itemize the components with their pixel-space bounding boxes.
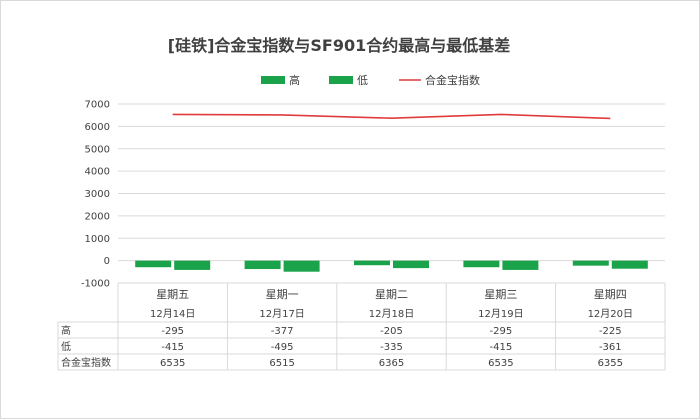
bar-high	[135, 261, 171, 268]
x-date-label: 12月19日	[478, 308, 523, 320]
y-tick-label: 5000	[85, 144, 110, 155]
y-tick-label: 1000	[85, 234, 110, 245]
bar-high	[245, 261, 281, 269]
y-tick-label: 4000	[85, 167, 110, 178]
x-date-label: 12月17日	[259, 308, 304, 320]
chart-title: [硅铁]合金宝指数与SF901合约最高与最低基差	[168, 36, 510, 55]
y-tick-label: -1000	[81, 279, 110, 290]
table-cell: -335	[380, 342, 403, 353]
y-tick-label: 3000	[85, 189, 110, 200]
y-tick-label: 2000	[85, 211, 110, 222]
bar-high	[354, 261, 390, 266]
bar-low	[502, 261, 538, 270]
bar-low	[284, 261, 320, 272]
x-category-label: 星期四	[594, 288, 627, 301]
table-cell: -415	[161, 342, 184, 353]
y-tick-label: 0	[104, 256, 110, 267]
y-tick-label: 6000	[85, 122, 110, 133]
table-cell: -495	[271, 342, 294, 353]
legend-swatch-low	[329, 76, 353, 84]
table-cell: -415	[490, 342, 513, 353]
bar-low	[393, 261, 429, 268]
bar-low	[612, 261, 648, 269]
table-cell: -377	[271, 326, 294, 337]
x-date-label: 12月20日	[588, 308, 633, 320]
legend-label-index: 合金宝指数	[425, 73, 480, 87]
table-cell: 6365	[379, 358, 404, 369]
bar-high	[463, 261, 499, 268]
x-date-label: 12月14日	[150, 308, 195, 320]
table-cell: 6535	[160, 358, 185, 369]
bar-low	[174, 261, 210, 270]
table-cell: 6355	[598, 358, 623, 369]
y-tick-label: 7000	[85, 100, 110, 111]
x-category-label: 星期一	[266, 288, 299, 301]
legend-label-high: 高	[289, 73, 300, 87]
table-row-label: 低	[61, 340, 71, 353]
x-category-label: 星期二	[375, 288, 408, 301]
x-category-label: 星期五	[156, 288, 189, 301]
table-cell: -361	[599, 342, 622, 353]
table-cell: -225	[599, 326, 622, 337]
index-line	[173, 114, 611, 118]
table-row-label: 高	[61, 324, 71, 337]
legend-swatch-high	[261, 76, 285, 84]
table-cell: 6535	[488, 358, 513, 369]
legend-label-low: 低	[357, 74, 368, 87]
table-cell: 6515	[269, 358, 294, 369]
table-cell: -295	[161, 326, 184, 337]
table-cell: -295	[490, 326, 513, 337]
table-row-label: 合金宝指数	[61, 356, 111, 369]
x-category-label: 星期三	[484, 288, 517, 301]
x-date-label: 12月18日	[369, 308, 414, 320]
bar-high	[573, 261, 609, 266]
table-cell: -205	[380, 326, 403, 337]
